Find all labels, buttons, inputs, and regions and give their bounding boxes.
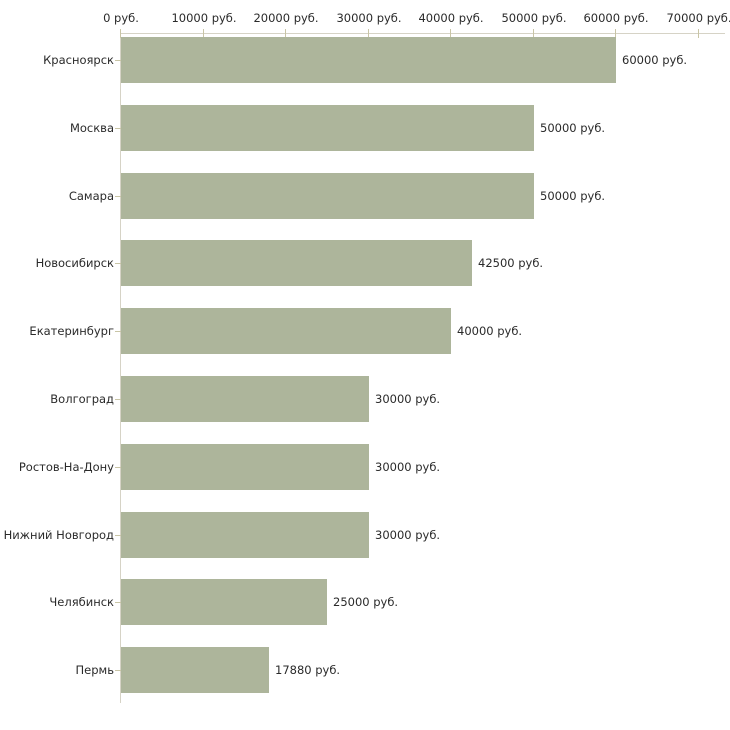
bar — [121, 308, 451, 354]
y-axis-tick — [115, 602, 121, 603]
bar-value-label: 60000 руб. — [622, 53, 688, 67]
bar — [121, 444, 369, 490]
category-label: Волгоград — [50, 392, 114, 406]
x-axis-tick — [615, 29, 616, 38]
category-label: Екатеринбург — [29, 324, 114, 338]
x-axis-tick — [698, 29, 699, 38]
bar-value-label: 25000 руб. — [333, 595, 399, 609]
y-axis-tick — [115, 60, 121, 61]
x-axis-tick-label: 50000 руб. — [501, 11, 567, 25]
bar-value-label: 50000 руб. — [540, 121, 606, 135]
category-label: Новосибирск — [35, 256, 114, 270]
bar-value-label: 50000 руб. — [540, 189, 606, 203]
bar-value-label: 40000 руб. — [457, 324, 523, 338]
x-axis-tick — [368, 29, 369, 38]
bar — [121, 105, 534, 151]
category-label: Челябинск — [49, 595, 114, 609]
category-label: Нижний Новгород — [3, 528, 114, 542]
bar-value-label: 42500 руб. — [478, 256, 544, 270]
category-label: Самара — [68, 189, 114, 203]
bar-value-label: 30000 руб. — [375, 460, 441, 474]
x-axis-tick — [533, 29, 534, 38]
bar-value-label: 30000 руб. — [375, 528, 441, 542]
x-axis-tick-label: 40000 руб. — [418, 11, 484, 25]
bar — [121, 579, 327, 625]
bar — [121, 240, 472, 286]
y-axis-tick — [115, 263, 121, 264]
x-axis-tick-label: 10000 руб. — [171, 11, 237, 25]
y-axis-tick — [115, 670, 121, 671]
y-axis-line — [120, 33, 121, 703]
bar — [121, 647, 269, 693]
y-axis-tick — [115, 535, 121, 536]
x-axis-line — [120, 33, 725, 34]
bar-value-label: 30000 руб. — [375, 392, 441, 406]
category-label: Пермь — [75, 663, 114, 677]
x-axis-tick-label: 60000 руб. — [583, 11, 649, 25]
y-axis-tick — [115, 467, 121, 468]
x-axis-tick — [285, 29, 286, 38]
category-label: Ростов-На-Дону — [18, 460, 114, 474]
y-axis-tick — [115, 331, 121, 332]
bar — [121, 512, 369, 558]
bar — [121, 376, 369, 422]
category-label: Красноярск — [43, 53, 114, 67]
bar — [121, 37, 616, 83]
bar — [121, 173, 534, 219]
x-axis-tick — [203, 29, 204, 38]
x-axis-tick-label: 0 руб. — [103, 11, 139, 25]
y-axis-tick — [115, 399, 121, 400]
x-axis-tick — [450, 29, 451, 38]
y-axis-tick — [115, 128, 121, 129]
x-axis-tick — [120, 29, 121, 38]
category-label: Москва — [69, 121, 114, 135]
x-axis-tick-label: 20000 руб. — [253, 11, 319, 25]
bar-value-label: 17880 руб. — [275, 663, 341, 677]
x-axis-tick-label: 30000 руб. — [336, 11, 402, 25]
y-axis-tick — [115, 196, 121, 197]
x-axis-tick-label: 70000 руб. — [666, 11, 730, 25]
